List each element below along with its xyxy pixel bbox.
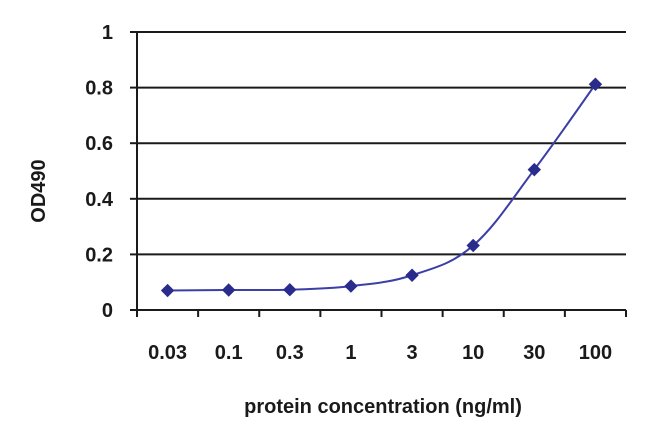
x-tick-label: 30 xyxy=(523,342,545,364)
y-tick-label: 0.4 xyxy=(85,189,114,211)
gridlines xyxy=(137,31,626,256)
series xyxy=(160,77,603,298)
data-point xyxy=(527,162,542,177)
data-point xyxy=(221,283,236,297)
axes xyxy=(130,31,627,317)
data-point xyxy=(283,282,297,297)
y-axis-title: OD490 xyxy=(28,159,50,222)
data-point xyxy=(588,77,603,91)
series-line xyxy=(167,83,597,292)
y-tick-label: 0.8 xyxy=(85,78,113,100)
x-tick-label: 0.3 xyxy=(276,342,304,364)
y-tick-label: 1 xyxy=(102,22,113,44)
x-tick-label: 100 xyxy=(579,342,612,364)
data-point xyxy=(405,268,419,282)
x-tick-label: 10 xyxy=(462,342,484,364)
data-point xyxy=(466,238,480,253)
y-tick-label: 0 xyxy=(102,300,113,322)
y-tick-label: 0.2 xyxy=(85,244,113,266)
x-axis-title: protein concentration (ng/ml) xyxy=(244,396,522,418)
x-tick-label: 0.03 xyxy=(148,342,187,364)
data-point xyxy=(344,279,358,293)
y-tick-label: 0.6 xyxy=(85,133,113,155)
tick-labels: 0 0.2 0.4 0.6 0.8 1 0.03 0.1 0.3 1 3 10 30 100 xyxy=(85,22,612,364)
x-tick-label: 3 xyxy=(407,342,418,364)
data-point xyxy=(160,283,175,298)
x-tick-label: 1 xyxy=(345,342,356,364)
x-tick-label: 0.1 xyxy=(215,342,243,364)
